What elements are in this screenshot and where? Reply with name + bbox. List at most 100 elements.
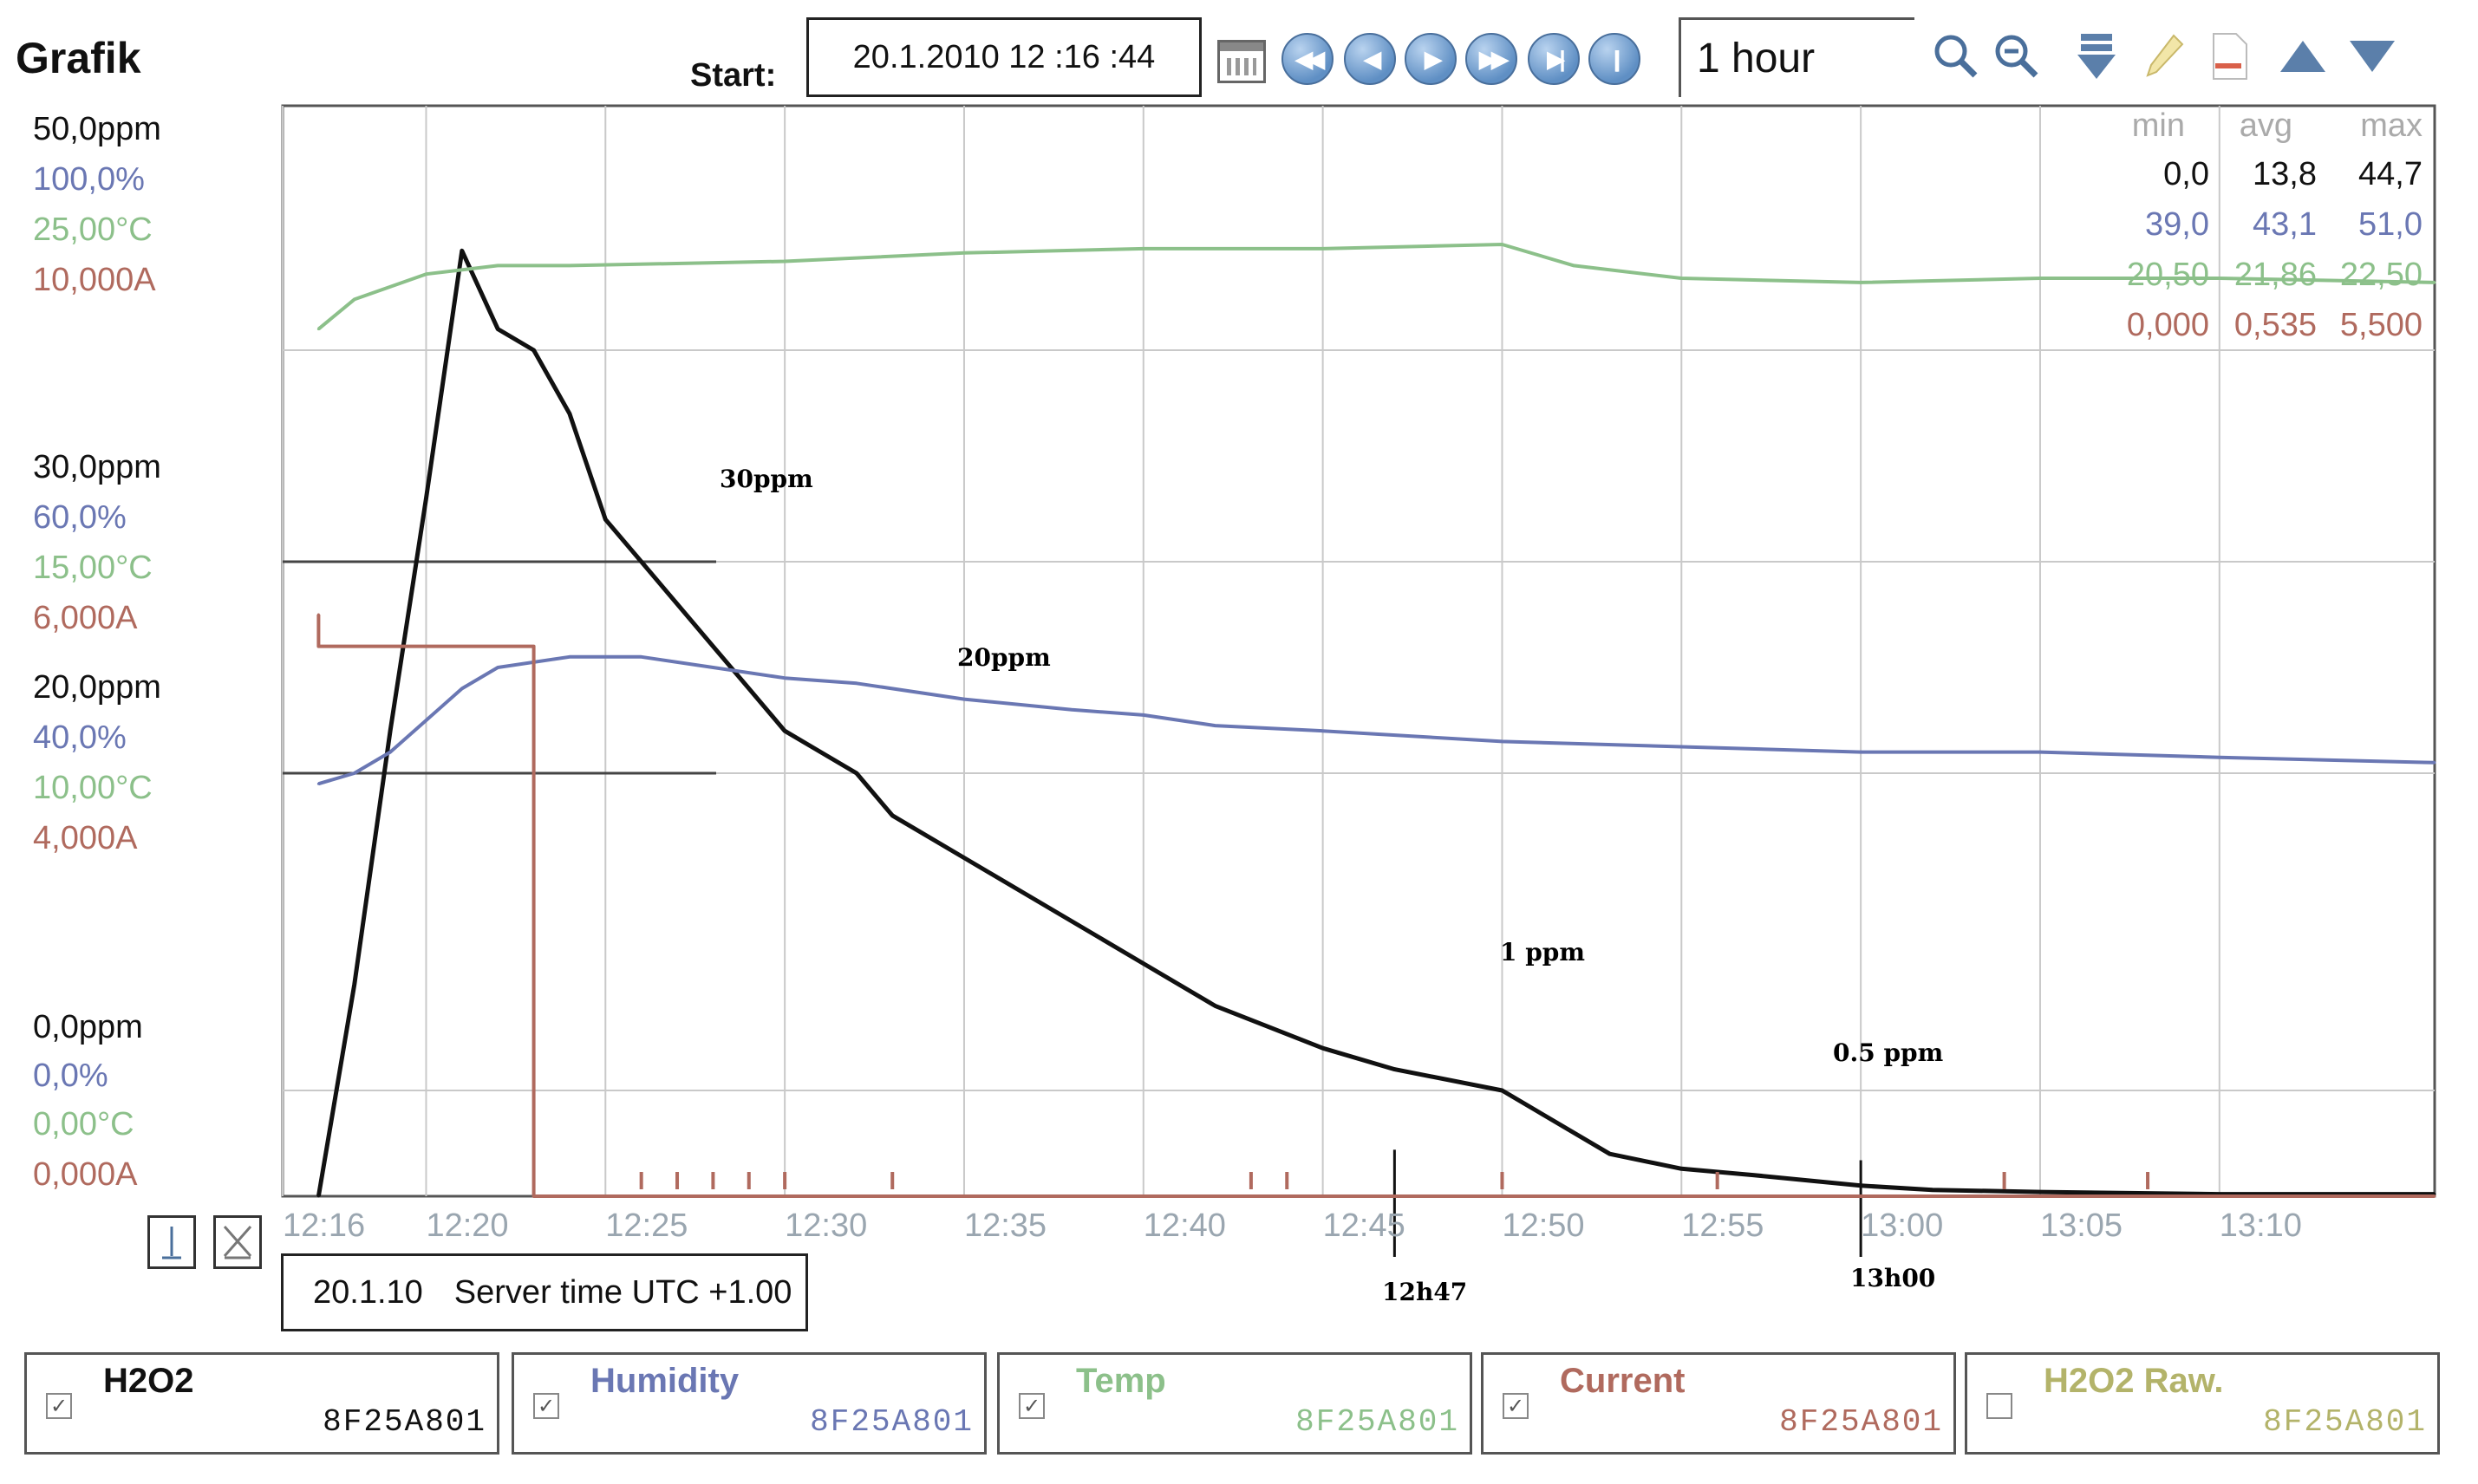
vertical-gridlines [282,106,2220,1196]
point-humidity-13 [1142,713,1145,717]
zoom-in-icon[interactable] [1930,26,1982,87]
legend-h2o2-raw[interactable]: H2O2 Raw. 8F25A801 [1965,1352,2440,1455]
arrow-up-icon[interactable] [2277,26,2329,87]
legend-humidity[interactable]: ✓ Humidity 8F25A801 [512,1352,987,1455]
point-h2o2-1 [353,983,356,986]
start-date-field[interactable]: 20.1.2010 12 :16 :44 [806,17,1202,97]
legend-temp-checkbox[interactable]: ✓ [1019,1393,1045,1419]
point-temp-0 [316,328,320,331]
legend-current-checkbox[interactable]: ✓ [1503,1393,1529,1419]
pencil-icon[interactable] [2138,26,2190,87]
stats-h2o2-avg: 13,8 [2253,156,2317,192]
legend-h2o2-raw-checkbox[interactable] [1986,1393,2012,1419]
y-label-humidity-40: 40,0% [33,719,127,756]
fast-forward-icon[interactable]: ▶▶ [1465,33,1517,85]
step-back-icon[interactable]: ◀ [1344,33,1396,85]
skip-end-icon[interactable]: ▶| [1528,33,1580,85]
stats-current-max: 5,500 [2339,307,2423,343]
point-humidity-7 [640,655,643,659]
point-humidity-4 [460,687,464,690]
point-humidity-0 [316,782,320,785]
y-label-ppm-0: 0,0ppm [33,1009,143,1045]
point-temp-8 [1321,247,1325,251]
point-h2o2-11 [711,645,714,648]
pause-end-icon[interactable]: || [1588,33,1640,85]
legend-temp-id: 8F25A801 [1295,1404,1459,1440]
calendar-icon[interactable] [1217,40,1266,83]
y-label-humidity-100: 100,0% [33,161,145,198]
export-icon[interactable] [2204,26,2256,87]
point-humidity-3 [424,719,427,722]
legend-h2o2-checkbox[interactable]: ✓ [46,1393,72,1419]
point-h2o2-29 [1931,1188,1934,1192]
annotation-30ppm: 30ppm [720,465,813,493]
x-tick-label: 12:35 [963,1207,1047,1244]
server-date: 20.1.10 [313,1273,423,1311]
point-temp-6 [962,251,966,255]
point-humidity-15 [1321,729,1325,732]
y-label-humidity-0: 0,0% [33,1058,108,1094]
point-temp-3 [496,264,499,267]
stats-humidity-max: 51,0 [2358,206,2423,243]
time-range-select[interactable]: 1 hour [1679,17,1914,97]
legend-h2o2-raw-name: H2O2 Raw. [2044,1362,2224,1400]
x-tick-label: 12:50 [1502,1207,1585,1244]
server-time-label: Server time UTC +1.00 [453,1273,792,1311]
point-h2o2-8 [603,517,607,521]
point-humidity-19 [2038,751,2042,754]
series-line-humidity [317,654,2436,786]
y-label-temp-0: 0,00°C [33,1106,134,1142]
point-h2o2-10 [675,602,679,606]
point-h2o2-16 [890,814,894,817]
point-h2o2-21 [1321,1046,1325,1050]
y-label-humidity-60: 60,0% [33,499,127,536]
y-label-current-10: 10,000A [33,262,156,298]
y-label-ppm-50: 50,0ppm [33,111,161,147]
point-temp-15 [2433,281,2436,284]
x-tick-label: 13:00 [1861,1207,1944,1244]
stats-temp-min: 20,50 [2126,257,2209,293]
legend-current-name: Current [1560,1362,1686,1400]
legend-h2o2-raw-id: 8F25A801 [2263,1404,2427,1440]
play-icon[interactable]: ▶ [1405,33,1457,85]
point-humidity-12 [1070,708,1073,712]
point-h2o2-25 [1608,1152,1612,1155]
legend-humidity-name: Humidity [590,1362,740,1400]
rewind-start-icon[interactable]: ◀◀ [1281,33,1334,85]
point-h2o2-26 [1679,1167,1683,1170]
point-h2o2-7 [568,412,571,415]
current-ticks [639,1172,2150,1189]
arrow-down-icon[interactable] [2346,26,2398,87]
point-h2o2-19 [1142,962,1145,966]
y-label-ppm-20: 20,0ppm [33,669,161,706]
legend-temp[interactable]: ✓ Temp 8F25A801 [997,1352,1472,1455]
point-h2o2-13 [783,729,786,732]
point-h2o2-18 [1034,898,1038,901]
cursor-tool-icon[interactable] [147,1215,196,1269]
y-label-current-0: 0,000A [33,1156,138,1193]
point-h2o2-4 [460,249,464,252]
series-line-current [316,615,2435,1198]
zoom-out-icon[interactable] [1991,26,2043,87]
point-temp-5 [783,260,786,264]
series-lines [316,243,2436,1198]
y-label-current-6: 6,000A [33,600,138,636]
clear-tool-icon[interactable] [213,1215,262,1269]
y-label-current-4: 4,000A [33,820,138,856]
legend-current[interactable]: ✓ Current 8F25A801 [1481,1352,1956,1455]
stats-header-avg: avg [2239,107,2292,144]
stats-temp-avg: 21,86 [2233,257,2317,293]
legend-h2o2[interactable]: ✓ H2O2 8F25A801 [24,1352,499,1455]
legend-current-id: 8F25A801 [1779,1404,1943,1440]
legend-humidity-checkbox[interactable]: ✓ [533,1393,559,1419]
stats-current-min: 0,000 [2126,307,2209,343]
legend-temp-name: Temp [1076,1362,1166,1400]
point-humidity-16 [1500,739,1503,743]
point-h2o2-20 [1214,1004,1217,1007]
download-icon[interactable] [2070,26,2123,87]
point-temp-2 [424,272,427,276]
point-h2o2-15 [855,771,858,775]
point-humidity-2 [388,751,392,754]
point-humidity-14 [1214,724,1217,727]
